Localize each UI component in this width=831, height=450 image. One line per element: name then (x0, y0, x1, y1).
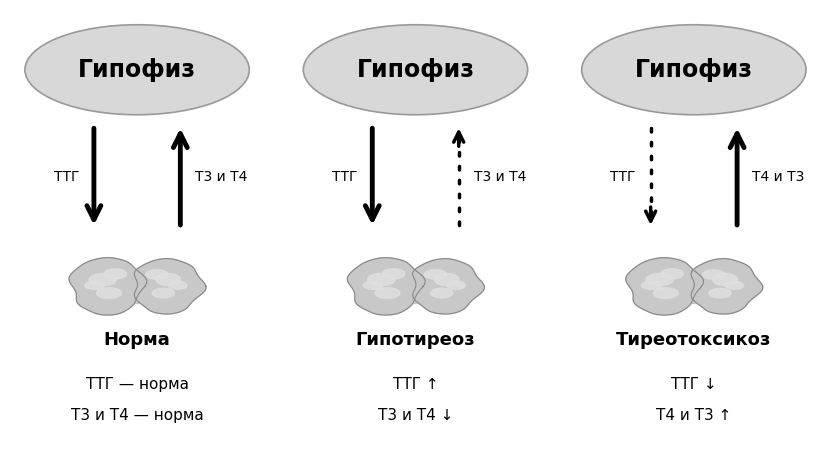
Text: Тиреотоксикоз: Тиреотоксикоз (617, 331, 771, 349)
Polygon shape (367, 274, 395, 286)
Polygon shape (413, 259, 484, 314)
Polygon shape (691, 259, 763, 314)
Polygon shape (89, 274, 116, 286)
Polygon shape (653, 288, 678, 298)
Polygon shape (425, 270, 447, 279)
Text: Т3 и Т4: Т3 и Т4 (474, 170, 526, 184)
Ellipse shape (303, 25, 528, 115)
Ellipse shape (582, 25, 806, 115)
Polygon shape (85, 281, 105, 289)
Polygon shape (69, 258, 147, 315)
Text: ТТГ ↑: ТТГ ↑ (393, 377, 438, 392)
Ellipse shape (25, 25, 249, 115)
Text: ТТГ: ТТГ (610, 170, 636, 184)
Polygon shape (152, 288, 175, 298)
Text: Гипотиреоз: Гипотиреоз (356, 331, 475, 349)
Polygon shape (146, 270, 168, 279)
Text: ТТГ ↓: ТТГ ↓ (671, 377, 716, 392)
Polygon shape (725, 281, 744, 289)
Text: Гипофиз: Гипофиз (78, 58, 196, 82)
Polygon shape (703, 270, 725, 279)
Text: ТТГ: ТТГ (53, 170, 79, 184)
Polygon shape (713, 274, 738, 286)
Polygon shape (642, 281, 661, 289)
Polygon shape (126, 288, 149, 303)
Polygon shape (646, 274, 673, 286)
Polygon shape (683, 288, 705, 303)
Polygon shape (404, 288, 427, 303)
Text: Т3 и Т4: Т3 и Т4 (195, 170, 248, 184)
Polygon shape (626, 258, 704, 315)
Polygon shape (347, 258, 425, 315)
Polygon shape (709, 288, 731, 298)
Polygon shape (169, 281, 187, 289)
Polygon shape (156, 274, 181, 286)
Text: Гипофиз: Гипофиз (635, 58, 753, 82)
Polygon shape (430, 288, 453, 298)
Polygon shape (661, 269, 683, 279)
Text: Т4 и Т3: Т4 и Т3 (752, 170, 804, 184)
Polygon shape (375, 288, 400, 298)
Polygon shape (135, 259, 206, 314)
Polygon shape (96, 288, 121, 298)
Text: ТТГ — норма: ТТГ — норма (86, 377, 189, 392)
Polygon shape (382, 269, 405, 279)
Text: Т3 и Т4 — норма: Т3 и Т4 — норма (71, 408, 204, 423)
Polygon shape (447, 281, 465, 289)
Text: ТТГ: ТТГ (332, 170, 357, 184)
Polygon shape (104, 269, 126, 279)
Polygon shape (363, 281, 383, 289)
Text: Норма: Норма (104, 331, 170, 349)
Text: Т4 и Т3 ↑: Т4 и Т3 ↑ (656, 408, 731, 423)
Text: Т3 и Т4 ↓: Т3 и Т4 ↓ (378, 408, 453, 423)
Polygon shape (435, 274, 459, 286)
Text: Гипофиз: Гипофиз (356, 58, 475, 82)
